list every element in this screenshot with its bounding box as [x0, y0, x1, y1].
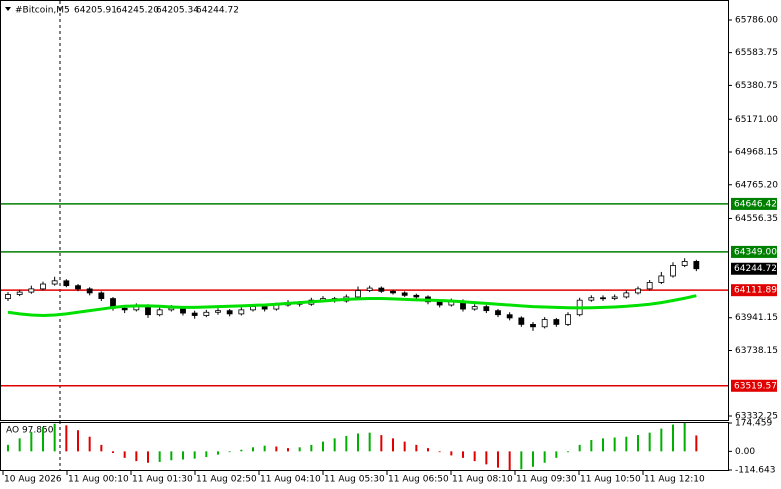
- y-tick-label: 65171.00: [735, 115, 778, 125]
- y-tick-label: 64765.20: [735, 180, 778, 190]
- candle-body: [600, 297, 606, 300]
- candle-body: [401, 292, 408, 296]
- level-tag: [731, 284, 777, 297]
- candle-body: [646, 282, 653, 290]
- candle-body: [681, 261, 688, 266]
- candle-body: [40, 283, 46, 290]
- current-price-tag: [731, 262, 777, 275]
- candle-body: [495, 310, 501, 316]
- ohlc-close: 64244.72: [196, 6, 239, 16]
- candle-body: [588, 297, 595, 301]
- x-tick-label: 11 Aug 06:50: [388, 475, 449, 485]
- candle-body: [506, 314, 513, 319]
- ohlc-open: 64205.91: [74, 6, 117, 16]
- candle-body: [86, 288, 93, 294]
- candle-body: [28, 288, 35, 293]
- candle-body: [238, 309, 245, 315]
- x-tick-label: 11 Aug 00:10: [68, 475, 129, 485]
- candle-body: [635, 288, 641, 294]
- candle-body: [63, 280, 70, 287]
- symbol: #Bitcoin,M5: [15, 6, 70, 16]
- y-tick-label: 63738.15: [735, 346, 778, 356]
- candle-body: [261, 306, 268, 310]
- level-label: 64349.00: [734, 247, 777, 257]
- candle-body: [471, 306, 478, 310]
- candle-body: [553, 319, 560, 325]
- candle-body: [530, 323, 536, 328]
- main-panel: [0, 0, 729, 421]
- moving-average: [7, 294, 697, 318]
- candle-body: [5, 294, 11, 299]
- menu-arrow[interactable]: [5, 7, 11, 11]
- y-tick-label: 65583.75: [735, 48, 778, 58]
- candle-body: [250, 306, 256, 311]
- y-tick-label: 63941.15: [735, 313, 778, 323]
- candle-body: [180, 307, 186, 314]
- candle-body: [623, 292, 630, 298]
- current-price-label: 64244.72: [734, 264, 777, 274]
- candle-body: [156, 309, 163, 316]
- y-tick-label: 64968.15: [735, 147, 778, 157]
- level-tag: [731, 245, 777, 258]
- x-tick-label: 10 Aug 2026: [4, 475, 62, 485]
- x-tick-label: 11 Aug 12:10: [644, 475, 705, 485]
- candle-body: [378, 287, 385, 292]
- candle-body: [355, 290, 361, 298]
- y-tick-label: 65380.75: [735, 81, 778, 91]
- candle-body: [121, 307, 128, 311]
- x-tick-label: 11 Aug 09:30: [516, 475, 577, 485]
- ao-tick-label: 174.459: [735, 419, 772, 429]
- ao-tick-label: -114.643: [735, 466, 775, 476]
- candle-body: [693, 261, 700, 270]
- ohlc-low: 64205.34: [156, 6, 199, 16]
- candle-body: [51, 280, 58, 285]
- x-tick-label: 11 Aug 05:30: [324, 475, 385, 485]
- x-tick-label: 11 Aug 10:50: [580, 475, 641, 485]
- candle-body: [541, 319, 548, 328]
- candle-body: [215, 310, 221, 313]
- candle-body: [226, 310, 233, 315]
- candle-body: [611, 296, 618, 299]
- candle-body: [75, 285, 81, 290]
- ohlc-high: 64245.20: [116, 6, 159, 16]
- x-tick-label: 11 Aug 02:50: [196, 475, 257, 485]
- candle-body: [413, 294, 420, 298]
- x-tick-label: 11 Aug 01:30: [132, 475, 193, 485]
- candle-body: [518, 317, 525, 325]
- candle-body: [436, 301, 443, 306]
- y-tick-label: 64556.35: [735, 214, 778, 224]
- candle-body: [366, 287, 373, 291]
- level-tag: [731, 197, 777, 210]
- ao-panel: [0, 422, 729, 471]
- candle-body: [658, 275, 665, 283]
- x-tick-label: 11 Aug 08:10: [452, 475, 513, 485]
- ao-label: AO 97.850: [6, 426, 54, 436]
- y-tick-label: 65786.00: [735, 16, 778, 26]
- candle-body: [483, 306, 490, 312]
- level-label: 64646.42: [734, 199, 777, 209]
- x-tick-label: 11 Aug 04:10: [260, 475, 321, 485]
- candle-body: [203, 311, 210, 316]
- level-tag: [731, 379, 777, 392]
- level-label: 63519.57: [734, 381, 777, 391]
- candle-body: [670, 265, 676, 277]
- level-label: 64111.89: [734, 286, 777, 296]
- candle-body: [191, 312, 198, 316]
- candle-body: [16, 291, 23, 295]
- candle-body: [98, 292, 105, 299]
- candle-body: [565, 314, 571, 325]
- candle-body: [390, 290, 396, 294]
- ao-tick-label: 0.00: [735, 447, 755, 457]
- y-tick-label: 63332.25: [735, 412, 778, 422]
